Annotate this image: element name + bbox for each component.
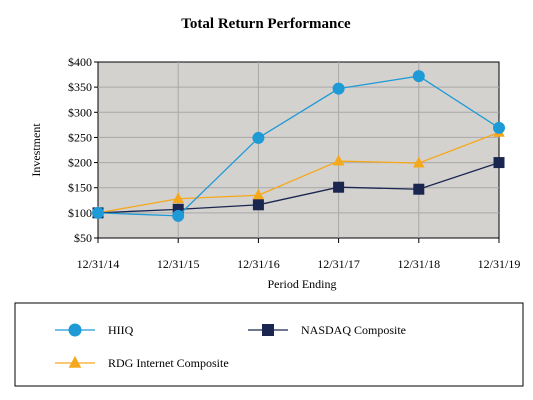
series-layer (92, 70, 505, 222)
y-tick-label: $400 (68, 55, 92, 69)
series-line-rdg-internet-composite (97, 131, 500, 214)
x-tick-label: 12/31/18 (397, 257, 440, 271)
y-tick-label: $350 (68, 80, 92, 94)
y-axis-label: Investment (29, 123, 43, 177)
series-rdg-internet-composite (92, 125, 505, 218)
legend-label: RDG Internet Composite (108, 356, 229, 370)
y-tick-label: $200 (68, 156, 92, 170)
series-line-nasdaq-composite (97, 161, 500, 214)
y-tick-label: $300 (68, 105, 92, 119)
data-point-hiiq (412, 70, 425, 83)
legend-marker (262, 324, 274, 336)
legend-box (14, 302, 524, 387)
legend-label: HIIQ (108, 323, 134, 337)
data-point-rdg-internet-composite (172, 192, 184, 204)
y-tick-label: $50 (74, 231, 92, 245)
data-point-rdg-internet-composite (252, 188, 265, 200)
data-point-hiiq (92, 206, 104, 219)
x-axis-ticks: 12/31/14 12/31/15 12/31/16 12/31/17 12/31/18… (77, 238, 521, 271)
x-tick-label: 12/31/17 (317, 257, 360, 271)
x-tick-label: 12/31/16 (237, 257, 280, 271)
y-tick-label: $150 (68, 181, 92, 195)
data-point-rdg-internet-composite (332, 154, 345, 166)
data-point-hiiq (172, 209, 185, 222)
legend-item-rdg-internet-composite: RDG Internet Composite (55, 355, 229, 370)
data-point-nasdaq-composite (413, 183, 425, 195)
legend-marker (68, 355, 82, 368)
data-point-nasdaq-composite (252, 199, 264, 211)
data-point-nasdaq-composite (493, 157, 505, 169)
plot-area (97, 61, 500, 239)
x-tick-label: 12/31/19 (478, 257, 521, 271)
legend: HIIQ NASDAQ Composite RDG Internet Composi… (55, 323, 406, 370)
data-point-hiiq (493, 121, 505, 134)
data-point-nasdaq-composite (333, 181, 345, 193)
legend-marker (68, 323, 82, 337)
x-tick-label: 12/31/15 (157, 257, 200, 271)
data-point-hiiq (332, 82, 345, 95)
legend-label: NASDAQ Composite (301, 323, 406, 337)
series-line-hiiq (97, 75, 500, 217)
x-tick-label: 12/31/14 (77, 257, 120, 271)
data-point-rdg-internet-composite (413, 156, 425, 168)
y-tick-label: $100 (68, 206, 92, 220)
y-tick-label: $250 (68, 130, 92, 144)
series-hiiq (92, 70, 505, 222)
data-point-nasdaq-composite (172, 203, 184, 215)
legend-item-nasdaq-composite: NASDAQ Composite (248, 323, 406, 337)
y-axis-ticks: $50 $100 $150 $200 $250 $300 $350 $400 (68, 55, 98, 245)
x-axis-label: Period Ending (268, 277, 337, 291)
data-point-hiiq (252, 131, 265, 144)
chart-title: Total Return Performance (181, 16, 351, 32)
legend-item-hiiq: HIIQ (55, 323, 134, 337)
